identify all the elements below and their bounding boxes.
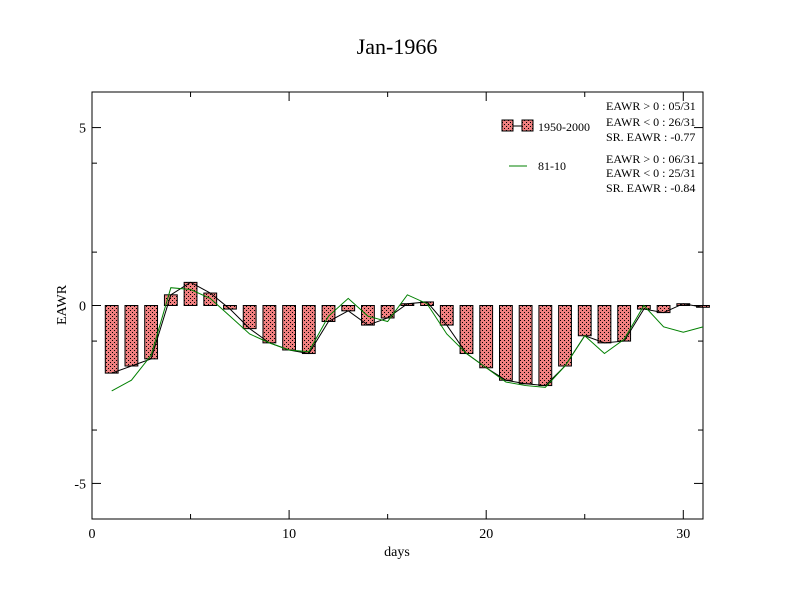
bar-day-5	[183, 281, 198, 306]
legend-label-1950-2000: 1950-2000	[538, 120, 590, 134]
bar-day-20	[479, 305, 494, 369]
legend: 1950-2000 81-10 EAWR > 0 : 05/31 EAWR < …	[501, 99, 696, 195]
x-tick-label: 30	[676, 527, 690, 542]
bar-day-3	[144, 305, 159, 360]
bar-day-1	[104, 305, 119, 374]
bar-day-2	[124, 305, 139, 367]
bar-series-line	[111, 281, 704, 387]
series-81-10-line	[111, 287, 704, 392]
y-axis-label: EAWR	[55, 284, 70, 325]
chart-title: Jan-1966	[357, 34, 438, 59]
stats-1950-2000-sr: SR. EAWR : -0.77	[606, 130, 695, 144]
x-tick-label: 0	[89, 527, 96, 542]
legend-swatch-bar-left	[501, 119, 514, 132]
bar-outline-line	[111, 281, 704, 387]
y-tick-label: 0	[79, 300, 86, 315]
line-series	[111, 287, 704, 392]
bar-day-25	[577, 305, 592, 337]
x-tick-label: 10	[282, 527, 296, 542]
x-axis: 0 10 20 30	[89, 92, 690, 542]
bar-day-13	[341, 305, 356, 312]
stats-81-10-negative: EAWR < 0 : 25/31	[606, 166, 696, 180]
bar-day-24	[558, 305, 572, 367]
bar-day-22	[518, 305, 533, 385]
x-tick-label: 20	[479, 527, 493, 542]
bar-day-8	[242, 305, 257, 330]
x-axis-label: days	[384, 545, 410, 560]
y-tick-label: 5	[79, 122, 86, 137]
bar-day-10	[282, 305, 297, 351]
bar-day-27	[617, 305, 632, 342]
y-tick-label: -5	[74, 477, 86, 492]
bar-day-18	[439, 305, 454, 326]
bar-day-26	[597, 305, 612, 344]
stats-1950-2000-negative: EAWR < 0 : 26/31	[606, 115, 696, 129]
legend-label-81-10: 81-10	[538, 159, 566, 173]
stats-1950-2000-positive: EAWR > 0 : 05/31	[606, 99, 696, 113]
bar-day-21	[498, 305, 513, 381]
bar-day-23	[538, 305, 553, 387]
legend-swatch-bar-right	[521, 119, 534, 132]
stats-81-10-positive: EAWR > 0 : 06/31	[606, 152, 696, 166]
bar-day-6	[203, 292, 218, 307]
bar-day-9	[262, 305, 277, 344]
stats-81-10-sr: SR. EAWR : -0.84	[606, 181, 695, 195]
bar-series	[104, 281, 710, 387]
